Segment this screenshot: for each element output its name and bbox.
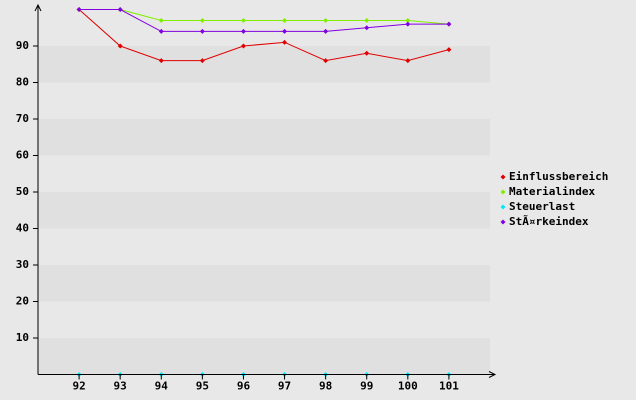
y-tick-label: 90 (16, 39, 29, 52)
legend-label: Materialindex (509, 185, 595, 198)
point (446, 21, 452, 27)
y-tick-label: 60 (16, 149, 29, 162)
point (405, 21, 411, 27)
point (405, 58, 411, 64)
point (323, 28, 329, 34)
legend-marker (500, 174, 506, 180)
x-tick-label: 101 (439, 380, 459, 393)
point (240, 28, 246, 34)
point (323, 58, 329, 64)
x-tick-label: 93 (114, 380, 127, 393)
grid-band (38, 265, 490, 302)
point (364, 50, 370, 56)
x-tick-label: 97 (278, 380, 291, 393)
y-tick-label: 70 (16, 112, 29, 125)
point (240, 17, 246, 23)
point (158, 28, 164, 34)
point (364, 25, 370, 31)
point (199, 28, 205, 34)
grid-band (38, 9, 490, 46)
y-tick-label: 50 (16, 185, 29, 198)
x-axis-arrow (488, 371, 497, 378)
point (323, 17, 329, 23)
series-line (79, 9, 449, 25)
grid-band (38, 119, 490, 156)
grid-band (38, 46, 490, 83)
legend-label: StÃ¤rkeindex (509, 215, 589, 228)
point (117, 43, 123, 49)
point (282, 17, 288, 23)
point (117, 7, 123, 12)
x-tick-label: 96 (237, 380, 251, 393)
point (76, 7, 82, 12)
point (240, 43, 246, 49)
series-line (78, 9, 450, 62)
y-axis-arrow (34, 3, 42, 12)
point (405, 17, 411, 23)
point (282, 39, 288, 45)
x-tick-label: 98 (319, 380, 332, 393)
legend-marker (500, 204, 506, 210)
point (364, 17, 370, 23)
legend-marker (500, 219, 506, 225)
y-tick-label: 10 (16, 331, 29, 344)
grid-band (38, 338, 490, 375)
legend-marker (500, 189, 506, 195)
y-tick-label: 30 (16, 258, 29, 271)
x-tick-label: 94 (155, 380, 169, 393)
plot-bands (38, 9, 490, 375)
y-tick-label: 80 (16, 76, 29, 89)
point (158, 58, 164, 64)
series-line (79, 9, 449, 32)
point (199, 58, 205, 64)
y-tick-label: 40 (16, 222, 29, 235)
point (282, 28, 288, 34)
grid-band (38, 192, 490, 229)
grid-band (38, 155, 490, 192)
point (158, 17, 164, 23)
grid-band (38, 228, 490, 265)
grid-band (38, 82, 490, 119)
legend-label: Einflussbereich (509, 170, 608, 183)
point (199, 17, 205, 23)
point (446, 47, 452, 53)
x-tick-label: 95 (196, 380, 209, 393)
y-tick-label: 20 (16, 295, 29, 308)
x-tick-label: 99 (360, 380, 373, 393)
x-tick-label: 100 (398, 380, 418, 393)
x-tick-label: 92 (72, 380, 85, 393)
legend-label: Steuerlast (509, 200, 575, 213)
grid-band (38, 301, 490, 338)
